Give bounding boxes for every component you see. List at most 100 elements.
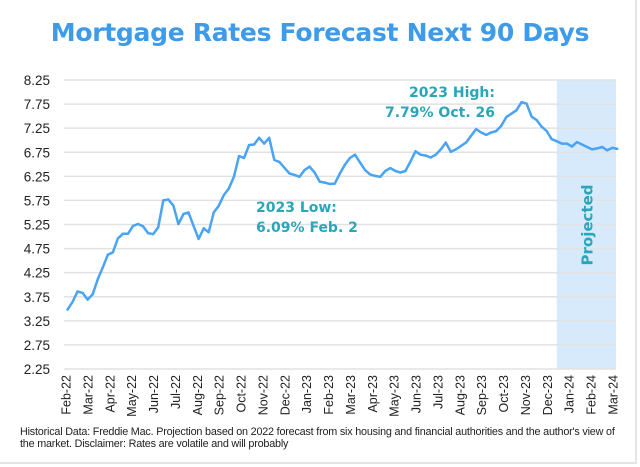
data-point <box>328 182 331 186</box>
x-tick-label: Mar-24 <box>607 375 621 415</box>
data-point <box>358 161 362 164</box>
data-point <box>606 149 609 152</box>
x-tick-label: Mar-22 <box>81 375 95 415</box>
data-point <box>96 278 99 281</box>
data-point <box>600 145 604 149</box>
data-point <box>530 115 533 118</box>
y-tick-label: 6.75 <box>24 145 50 160</box>
data-point <box>252 143 256 146</box>
x-tick-label: Oct-22 <box>235 375 249 413</box>
data-point <box>414 150 417 153</box>
data-point <box>535 118 538 122</box>
data-point <box>111 251 115 254</box>
x-tick-label: Mar-23 <box>344 375 358 415</box>
projected-label: Projected <box>578 185 596 266</box>
x-tick-label: Dec-22 <box>278 375 292 415</box>
x-tick-label: May-22 <box>125 375 139 417</box>
data-point <box>197 237 200 241</box>
data-point <box>464 141 468 144</box>
data-point <box>550 138 553 141</box>
data-point <box>500 124 503 127</box>
data-point <box>404 169 407 173</box>
data-point <box>172 204 175 207</box>
data-point <box>560 142 564 145</box>
x-tick-label: Sep-23 <box>475 375 489 415</box>
data-point <box>86 298 89 301</box>
data-point <box>444 141 448 144</box>
data-point <box>580 143 584 146</box>
x-tick-label: Jun-23 <box>410 375 424 413</box>
y-tick-label: 8.25 <box>24 73 50 88</box>
x-tick-label: Feb-24 <box>585 375 599 415</box>
data-point <box>126 232 130 235</box>
data-point <box>323 181 326 184</box>
data-point <box>343 163 347 166</box>
data-point <box>293 173 296 177</box>
data-point <box>419 153 422 156</box>
data-point <box>283 166 286 169</box>
annotation-low: 2023 Low: <box>256 200 337 216</box>
data-point <box>313 171 316 174</box>
data-point <box>363 168 367 172</box>
data-point <box>167 198 170 201</box>
annotation-high: 2023 High: <box>409 85 495 101</box>
data-point <box>298 175 301 179</box>
data-point <box>515 109 518 112</box>
data-point <box>318 180 321 183</box>
data-point <box>384 169 387 173</box>
data-point <box>616 147 619 151</box>
data-point <box>565 142 569 145</box>
data-point <box>333 182 337 185</box>
data-point <box>237 154 241 158</box>
data-point <box>389 166 392 170</box>
data-point <box>222 193 226 197</box>
data-point <box>505 115 508 119</box>
data-point <box>353 153 357 156</box>
data-point <box>257 136 261 139</box>
data-point <box>187 211 190 214</box>
data-point <box>575 140 579 144</box>
data-point <box>585 145 589 149</box>
data-point <box>368 173 372 176</box>
y-tick-label: 4.25 <box>24 266 50 281</box>
y-tick-label: 7.75 <box>24 97 50 112</box>
data-point <box>81 291 84 295</box>
x-tick-label: Aug-22 <box>191 375 205 415</box>
data-point <box>278 160 281 164</box>
x-tick-label: Aug-23 <box>453 375 467 415</box>
data-point <box>217 204 220 207</box>
data-point <box>490 131 493 134</box>
data-point <box>570 145 574 148</box>
data-point <box>590 148 594 151</box>
x-tick-label: Feb-23 <box>322 375 336 415</box>
data-point <box>429 156 432 159</box>
x-tick-label: Sep-22 <box>213 375 227 415</box>
data-point <box>479 131 483 134</box>
data-point <box>136 222 140 226</box>
data-point <box>409 160 412 163</box>
data-point <box>348 156 352 160</box>
y-tick-label: 2.25 <box>24 362 50 377</box>
x-tick-label: Nov-23 <box>519 375 533 415</box>
x-tick-label: Jan-24 <box>563 375 577 413</box>
data-point <box>227 187 231 190</box>
data-point <box>449 150 453 153</box>
data-point <box>66 308 69 311</box>
data-point <box>555 139 558 143</box>
y-tick-label: 5.75 <box>24 193 50 208</box>
data-point <box>540 125 543 128</box>
data-point <box>308 165 311 168</box>
data-point <box>434 153 437 156</box>
y-tick-label: 4.75 <box>24 242 50 257</box>
data-point <box>424 154 427 157</box>
data-point <box>131 224 135 228</box>
data-point <box>399 171 402 174</box>
data-point <box>162 199 165 202</box>
data-point <box>192 224 195 228</box>
data-point <box>152 232 155 236</box>
x-tick-label: Jun-22 <box>147 375 161 413</box>
rate-series-line <box>66 100 618 311</box>
annotation-high: 7.79% Oct. 26 <box>385 105 495 121</box>
data-point <box>182 212 185 216</box>
